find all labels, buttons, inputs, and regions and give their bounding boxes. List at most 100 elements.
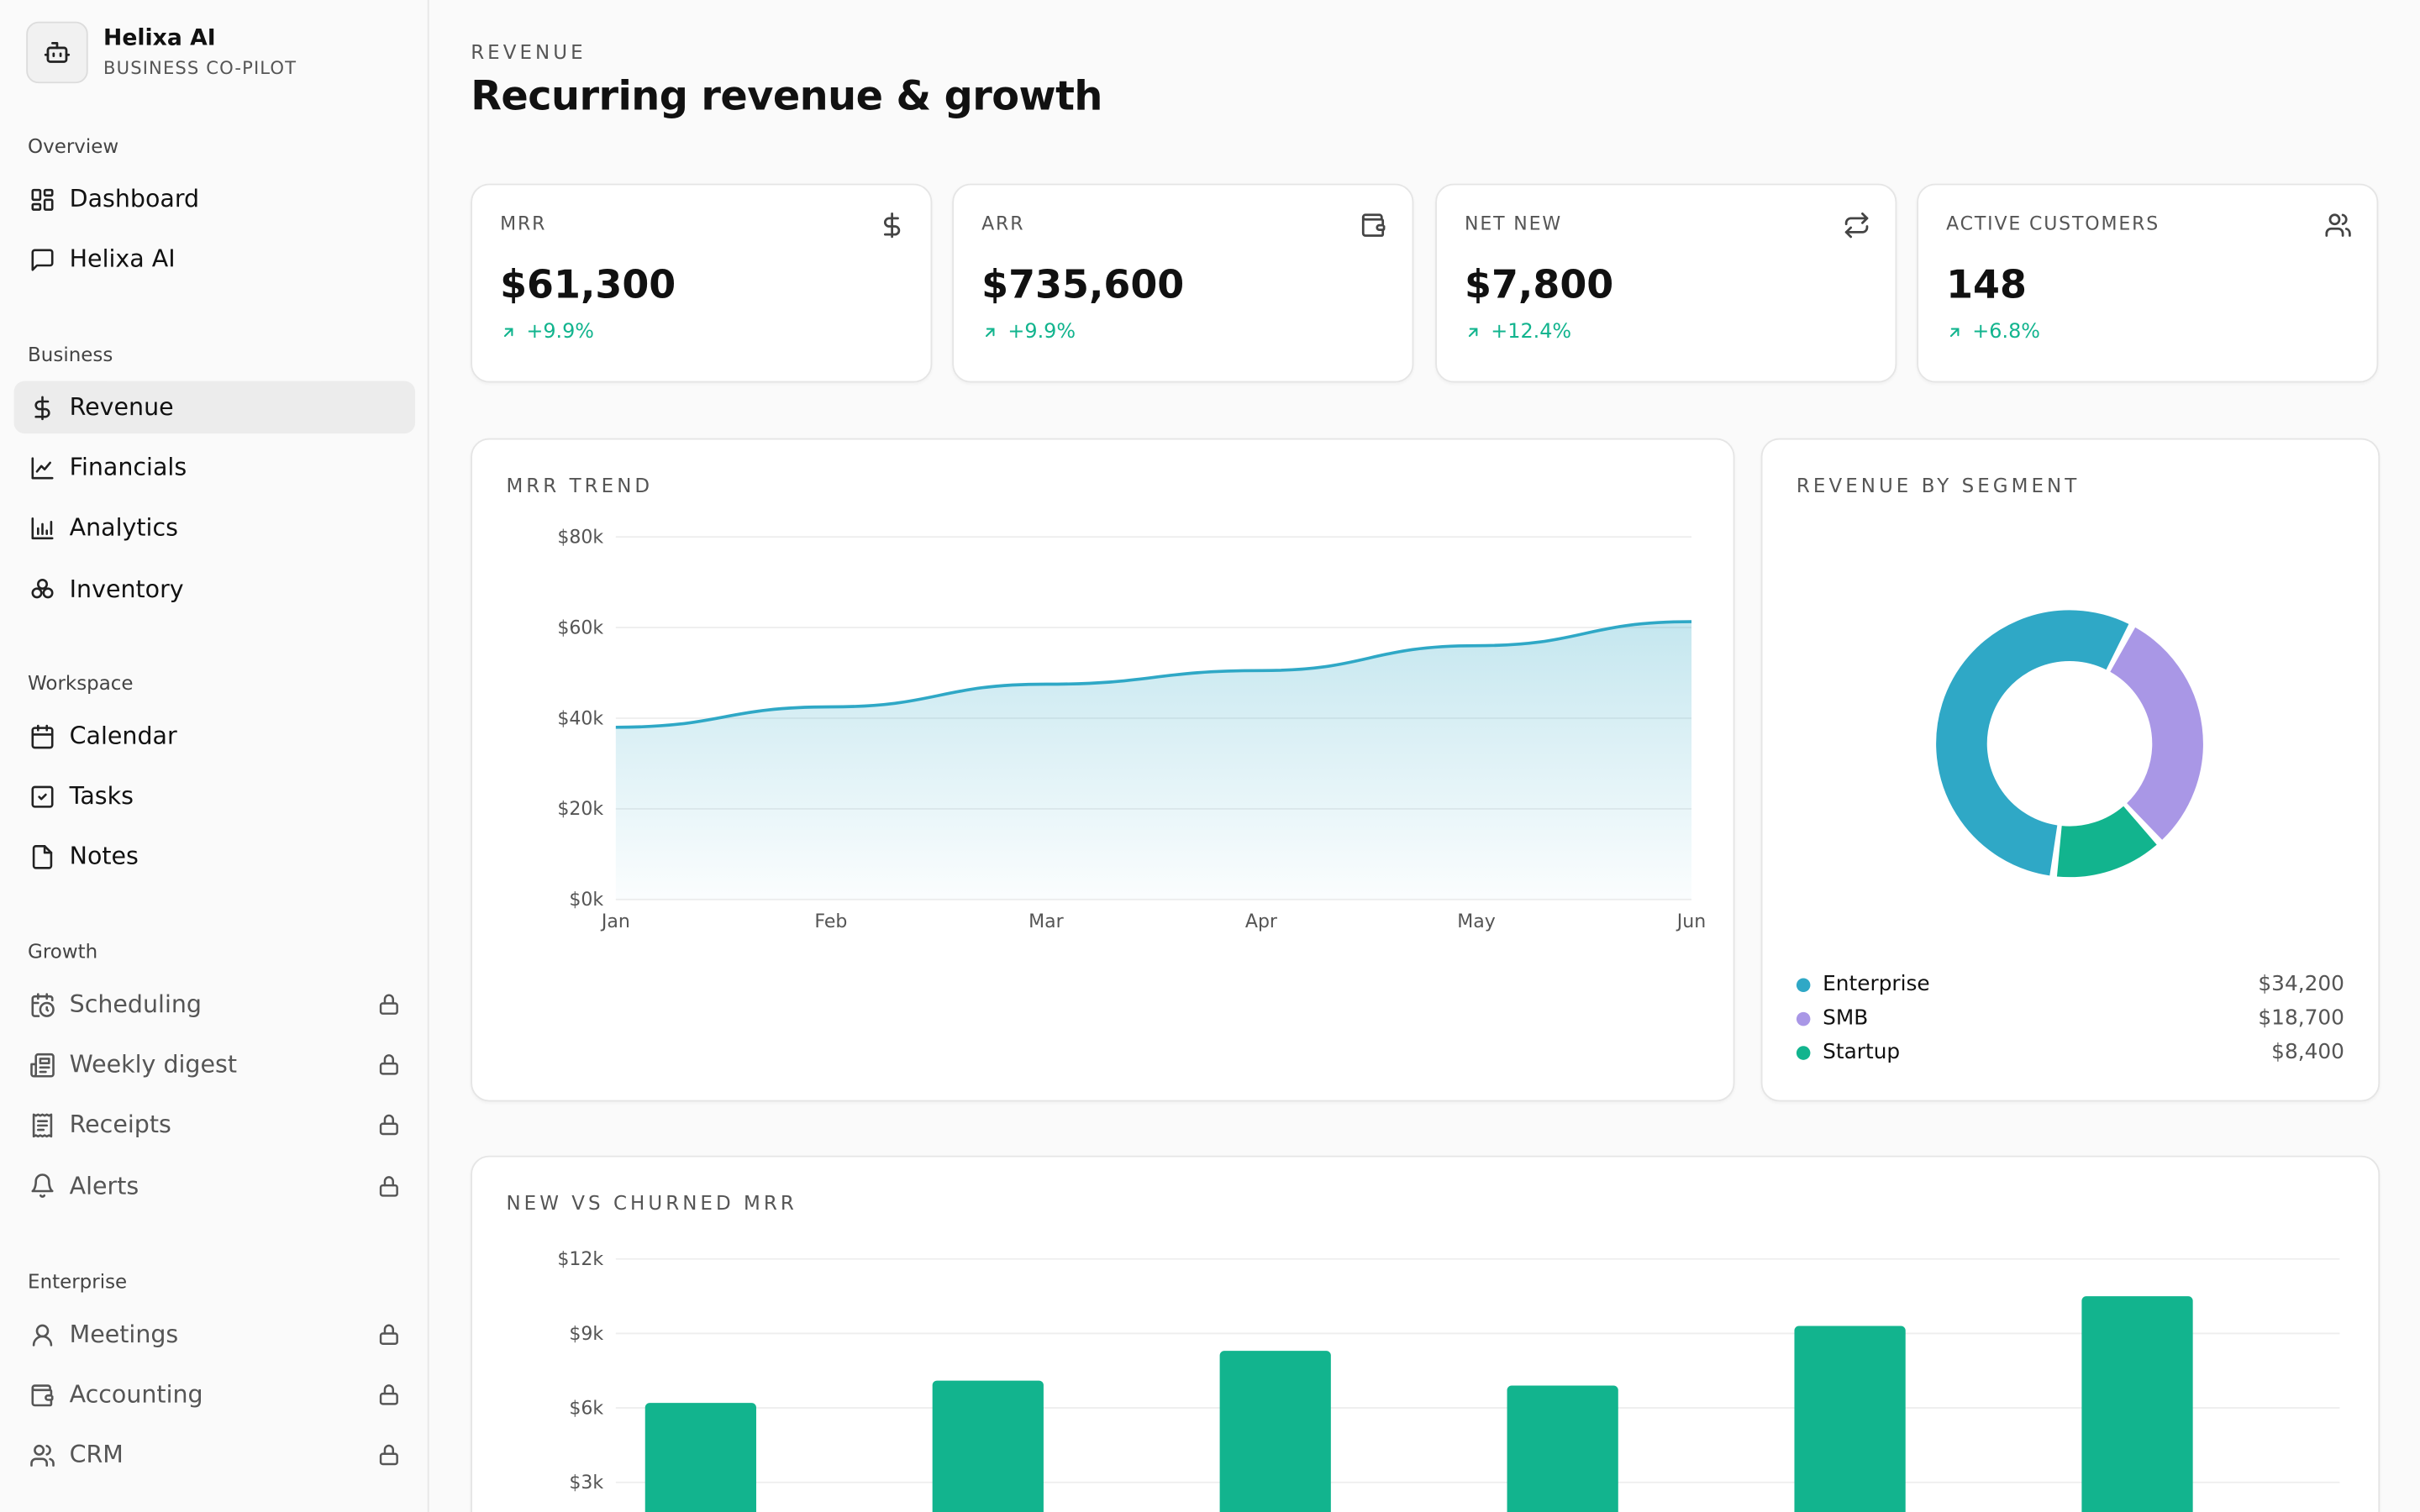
mrr-trend-card: MRR TREND $0k $20k $40k $60k $80k Jan Feb Mar Ap… (471, 438, 1735, 1102)
segment-donut-chart (1936, 610, 2203, 878)
file-icon (28, 843, 55, 871)
dashboard-icon (28, 185, 55, 213)
kpi-value: $7,800 (1465, 262, 1614, 307)
new-vs-churned-card: NEW VS CHURNED MRR $3k $6k $9k $12k (471, 1155, 2381, 1512)
dollar-icon (28, 393, 55, 421)
bot-icon (26, 21, 88, 84)
sidebar-item-meetings[interactable]: Meetings (14, 1309, 416, 1361)
sidebar-item-scheduling[interactable]: Scheduling (14, 978, 416, 1030)
lock-icon (376, 1113, 401, 1137)
section-title: MRR TREND (506, 473, 654, 497)
y-tick-label: $40k (557, 708, 603, 729)
sidebar-item-financials[interactable]: Financials (14, 442, 416, 494)
new-mrr-bar (644, 1403, 756, 1512)
sidebar-item-revenue[interactable]: Revenue (13, 381, 416, 434)
kpi-delta-value: +9.9% (526, 321, 594, 344)
y-tick-label: $3k (569, 1473, 603, 1494)
brand[interactable]: Helixa AI BUSINESS CO-PILOT (26, 21, 297, 84)
arrow-up-right-icon (985, 328, 995, 338)
kpi-delta: +12.4% (1465, 321, 1571, 344)
sidebar-item-label: Financials (69, 454, 187, 482)
sidebar-item-label: Dashboard (69, 185, 200, 213)
donut-slice-smb (2109, 627, 2203, 840)
x-tick-label: Jan (600, 911, 630, 932)
new-vs-churned-chart: $3k $6k $9k $12k (557, 1249, 2340, 1512)
nav-section-title: Workspace (28, 670, 134, 695)
kpi-value: $61,300 (500, 262, 676, 307)
new-mrr-bar (932, 1380, 1044, 1512)
kpi-delta-value: +6.8% (1972, 321, 2040, 344)
receipt-icon (28, 1111, 55, 1139)
checkbox-icon (28, 783, 55, 811)
kpi-delta: +9.9% (500, 321, 594, 344)
brand-subtitle: BUSINESS CO-PILOT (103, 56, 297, 79)
kpi-delta: +9.9% (981, 321, 1076, 344)
line-chart-icon (28, 454, 55, 481)
brand-name: Helixa AI (103, 26, 216, 51)
x-tick-label: Apr (1245, 911, 1278, 932)
y-tick-label: $12k (557, 1249, 603, 1270)
sidebar-item-helixa-ai[interactable]: Helixa AI (14, 234, 416, 286)
kpi-label: MRR (500, 213, 547, 235)
mrr-area-fill (615, 622, 1692, 900)
kpi-delta-value: +9.9% (1007, 321, 1076, 344)
sidebar-item-label: Tasks (69, 782, 134, 811)
section-title: NEW VS CHURNED MRR (506, 1190, 797, 1215)
wallet-icon (28, 1381, 55, 1409)
sidebar-item-label: Inventory (69, 575, 184, 603)
y-tick-label: $20k (557, 799, 603, 820)
sidebar-item-tasks[interactable]: Tasks (14, 770, 416, 822)
nav-section-title: Overview (28, 134, 119, 158)
arrow-up-right-icon (503, 328, 513, 338)
dollar-icon (878, 212, 906, 239)
legend-item-enterprise: Enterprise $34,200 (1796, 969, 2344, 1000)
sidebar-item-inventory[interactable]: Inventory (14, 563, 416, 615)
kpi-value: $735,600 (981, 262, 1185, 307)
sidebar-item-label: Receipts (69, 1111, 171, 1140)
sidebar-item-notes[interactable]: Notes (14, 831, 416, 883)
legend-name: Startup (1823, 1039, 1901, 1065)
x-tick-label: Feb (814, 911, 847, 932)
y-tick-label: $60k (557, 617, 603, 638)
sidebar-item-weekly-digest[interactable]: Weekly digest (14, 1038, 416, 1090)
x-tick-label: Mar (1028, 911, 1065, 932)
kpi-card-net-new: NET NEW $7,800 +12.4% (1435, 183, 1897, 383)
boxes-icon (28, 575, 55, 602)
lock-icon (376, 1322, 401, 1347)
legend-item-startup: Startup $8,400 (1796, 1037, 2344, 1068)
sidebar-item-calendar[interactable]: Calendar (14, 710, 416, 762)
lock-icon (376, 1173, 401, 1198)
legend-value: $34,200 (2258, 972, 2344, 997)
sidebar-item-alerts[interactable]: Alerts (14, 1159, 416, 1211)
new-mrr-bar (2081, 1296, 2193, 1512)
kpi-delta-value: +12.4% (1491, 321, 1572, 344)
x-tick-label: May (1457, 911, 1496, 932)
kpi-delta: +6.8% (1946, 321, 2040, 344)
legend-name: SMB (1823, 1005, 1869, 1031)
donut-slice-enterprise (1936, 610, 2129, 876)
donut-slice-startup (2056, 806, 2157, 878)
lock-icon (376, 1443, 401, 1467)
arrow-up-right-icon (1949, 328, 1960, 338)
sidebar-item-analytics[interactable]: Analytics (14, 502, 416, 554)
bell-icon (28, 1172, 55, 1200)
sidebar-item-accounting[interactable]: Accounting (14, 1368, 416, 1420)
legend-swatch (1796, 1011, 1811, 1026)
sidebar-item-label: Calendar (69, 722, 177, 750)
kpi-label: ARR (981, 213, 1025, 235)
sidebar-item-crm[interactable]: CRM (14, 1430, 416, 1482)
wallet-icon (1360, 212, 1387, 239)
sidebar-item-dashboard[interactable]: Dashboard (14, 173, 416, 225)
new-mrr-bar (1219, 1351, 1331, 1512)
y-tick-label: $6k (569, 1398, 603, 1419)
sidebar-item-label: Alerts (69, 1172, 139, 1200)
sidebar-item-label: Analytics (69, 514, 178, 543)
legend-name: Enterprise (1823, 972, 1930, 997)
sidebar-item-receipts[interactable]: Receipts (14, 1099, 416, 1151)
kpi-label: NET NEW (1465, 213, 1562, 235)
sidebar-item-label: Helixa AI (69, 245, 176, 274)
kpi-value: 148 (1946, 262, 2027, 307)
kpi-card-arr: ARR $735,600 +9.9% (952, 183, 1414, 383)
section-title: REVENUE BY SEGMENT (1796, 473, 2081, 497)
users-icon (28, 1441, 55, 1469)
